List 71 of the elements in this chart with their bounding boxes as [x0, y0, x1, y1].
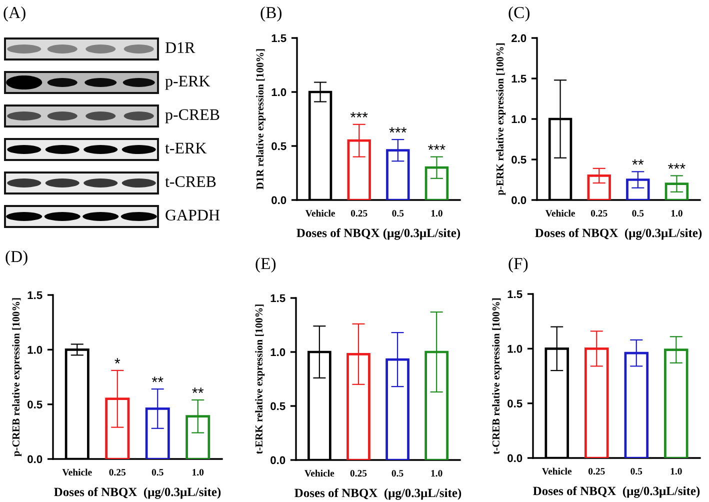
text: (A) [4, 6, 26, 22]
x-tick-label: Vehicle [304, 470, 334, 477]
x-axis-title: Doses of NBQX (μg/0.3μL/site) [533, 486, 700, 498]
y-tick-label: 1.5 [28, 291, 42, 300]
y-tick-label: 0.5 [28, 400, 42, 408]
x-tick-label: 0.25 [350, 470, 367, 477]
y-tick-label: 0.0 [508, 454, 522, 462]
x-axis-title: Doses of NBQX (μg/0.3μL/site) [54, 487, 221, 499]
y-tick-label: 0.5 [512, 156, 526, 164]
x-tick-label: 0.5 [392, 210, 404, 217]
x-tick-label: 0.25 [109, 469, 126, 476]
x-tick-label: 0.25 [588, 468, 605, 475]
x-axis-title: Doses of NBQX (μg/0.3μL/site) [296, 228, 460, 240]
chart-title: (C) [508, 6, 530, 22]
y-tick-label: 1.0 [272, 88, 286, 96]
chart-title: (F) [508, 257, 528, 273]
text: p-ERK [165, 76, 210, 90]
chart-title: (B) [260, 6, 282, 22]
x-tick-label: 0.25 [350, 210, 368, 217]
x-axis-title: Doses of NBQX (μg/0.3μL/site) [294, 488, 462, 500]
annotation: *** [428, 144, 446, 150]
x-tick-label: 1.0 [192, 469, 204, 476]
chart-title: (E) [256, 257, 276, 273]
y-tick-label: 1.5 [512, 74, 526, 83]
x-tick-label: Vehicle [62, 468, 92, 476]
text: t-ERK [165, 142, 207, 154]
x-tick-label: 0.25 [590, 210, 608, 217]
y-tick-label: 1.0 [512, 115, 526, 124]
x-tick-label: 1.0 [670, 468, 682, 475]
y-tick-label: 1.0 [270, 348, 286, 356]
y-tick-label: 0.5 [270, 402, 286, 410]
x-tick-label: Vehicle [545, 210, 575, 217]
y-tick-label: 0.5 [272, 142, 286, 150]
annotation: *** [389, 127, 407, 133]
y-tick-label: 0.0 [270, 456, 286, 464]
text: D1R [165, 42, 196, 53]
x-tick-label: 0.5 [632, 210, 644, 217]
x-tick-label: 1.0 [431, 470, 442, 477]
y-tick-label: 2.0 [512, 34, 526, 42]
y-tick-label: 1.5 [270, 294, 286, 302]
x-tick-label: 0.5 [152, 469, 164, 476]
y-tick-label: 1.5 [508, 290, 522, 298]
y-tick-label: 0.0 [272, 196, 286, 204]
chart-title: (D) [6, 250, 28, 266]
x-tick-label: Vehicle [305, 210, 335, 217]
annotation: *** [668, 163, 686, 169]
x-tick-label: Vehicle [542, 468, 572, 475]
x-tick-label: 0.5 [630, 468, 642, 475]
y-tick-label: 1.0 [508, 344, 522, 353]
annotation: *** [350, 112, 368, 118]
text: p-CREB [165, 109, 220, 124]
y-tick-label: 1.0 [28, 346, 42, 354]
y-tick-label: 0.5 [508, 400, 522, 408]
y-axis-title: p-CREB relative expression [100%] [12, 298, 22, 456]
annotation: ** [152, 376, 164, 382]
y-tick-label: 0.0 [512, 196, 526, 204]
y-axis-title: p-ERK relative expression [100%] [496, 43, 506, 196]
annotation: * [114, 358, 120, 364]
y-tick-label: 1.5 [272, 34, 286, 42]
y-tick-label: 0.0 [28, 455, 42, 464]
text: GAPDH [166, 210, 220, 220]
x-tick-label: 1.0 [431, 210, 442, 217]
y-axis-title: t-ERK relative expression [100%] [255, 304, 265, 454]
y-axis-title: D1R relative expression [100%] [256, 49, 266, 190]
text: t-CREB [165, 176, 216, 187]
x-axis-title: Doses of NBQX (μg/0.3μL/site) [535, 228, 702, 240]
y-axis-title: t-CREB relative expression [100%] [492, 298, 502, 454]
annotation: ** [192, 388, 204, 394]
annotation: ** [632, 159, 644, 165]
x-tick-label: 0.5 [392, 470, 404, 477]
x-tick-label: 1.0 [671, 210, 682, 217]
